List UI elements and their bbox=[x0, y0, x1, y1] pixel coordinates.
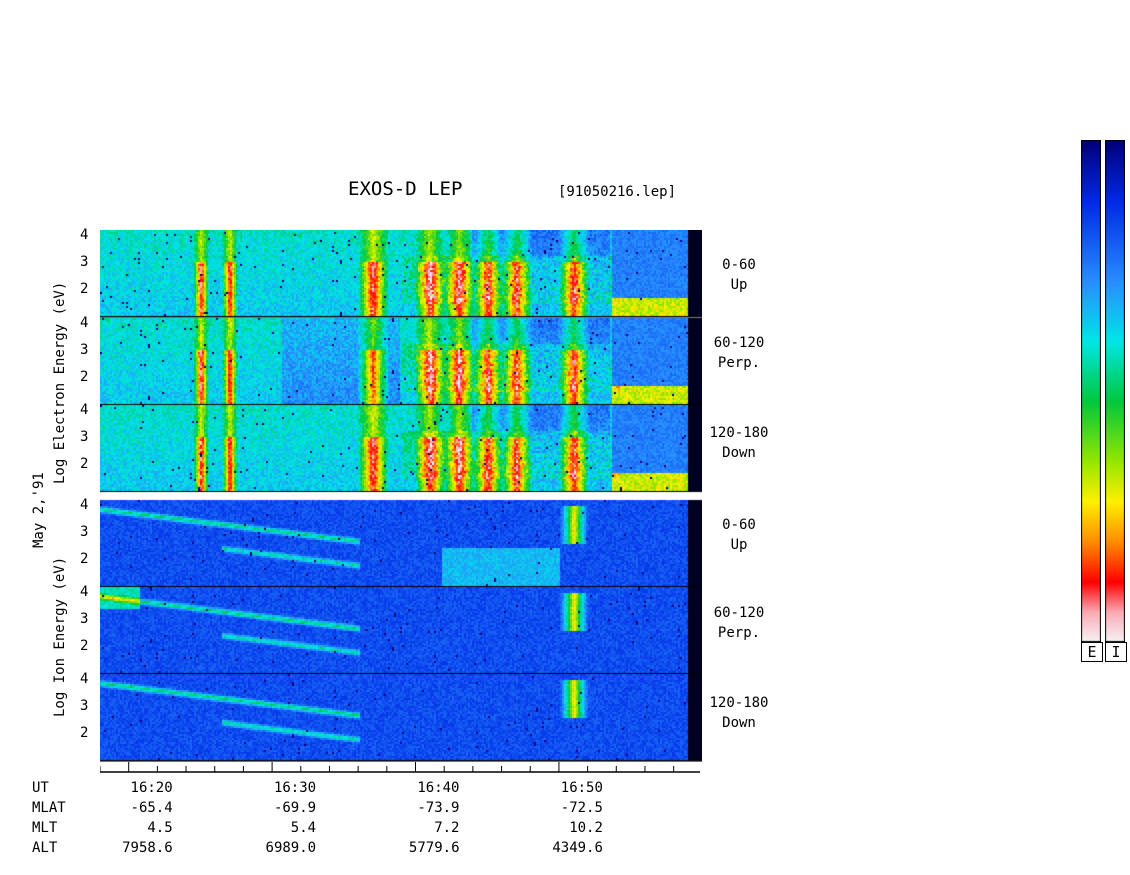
time-axis bbox=[100, 762, 700, 773]
info-row-value: 7.2 bbox=[434, 820, 460, 836]
pitch-direction: Perp. bbox=[717, 355, 761, 371]
pitch-angle-label: 120-180 Down bbox=[699, 423, 779, 463]
info-row-value: -72.5 bbox=[560, 800, 603, 816]
info-row-value: 5.4 bbox=[290, 820, 317, 836]
info-row-value: -65.4 bbox=[130, 800, 173, 816]
electron-color-scale bbox=[1081, 140, 1101, 642]
pitch-direction: Perp. bbox=[717, 625, 761, 641]
info-row-label: MLAT bbox=[32, 800, 66, 816]
y-tick-label: 4 bbox=[80, 402, 89, 418]
info-row-value: 16:20 bbox=[130, 780, 173, 796]
electron-y-axis-label: Log Electron Energy (eV) bbox=[52, 281, 68, 484]
info-row-label: MLT bbox=[32, 820, 58, 836]
pitch-range: 120-180 bbox=[709, 695, 769, 711]
pitch-direction: Down bbox=[722, 715, 756, 731]
pitch-direction: Up bbox=[730, 537, 748, 553]
pitch-angle-label: 0-60 Up bbox=[699, 255, 779, 295]
y-tick-label: 2 bbox=[80, 456, 89, 472]
y-tick-label: 2 bbox=[80, 725, 89, 741]
info-row-value: -69.9 bbox=[273, 800, 317, 816]
info-row-value: 16:40 bbox=[417, 780, 460, 796]
y-tick-label: 3 bbox=[80, 254, 89, 270]
y-tick-label: 4 bbox=[80, 497, 89, 513]
colorbar-label-e: E bbox=[1081, 642, 1103, 662]
pitch-range: 120-180 bbox=[709, 425, 769, 441]
y-tick-label: 4 bbox=[80, 671, 89, 687]
spectrogram-panels bbox=[100, 230, 702, 762]
pitch-range: 60-120 bbox=[713, 335, 765, 351]
ion-y-axis-label: Log Ion Energy (eV) bbox=[52, 556, 68, 717]
pitch-range: 60-120 bbox=[713, 605, 765, 621]
info-row-value: -73.9 bbox=[417, 800, 460, 816]
ion-color-scale bbox=[1105, 140, 1125, 642]
y-tick-label: 2 bbox=[80, 369, 89, 385]
info-row-value: 4349.6 bbox=[552, 840, 603, 856]
info-row-value: 10.2 bbox=[569, 820, 603, 836]
chart-title: EXOS-D LEP bbox=[348, 178, 463, 200]
pitch-angle-label: 60-120 Perp. bbox=[699, 603, 779, 643]
pitch-range: 0-60 bbox=[722, 517, 756, 533]
info-row-value: 4.5 bbox=[147, 820, 173, 836]
file-name: [91050216.lep] bbox=[558, 184, 677, 200]
info-row-value: 16:30 bbox=[273, 780, 317, 796]
y-tick-label: 3 bbox=[80, 429, 89, 445]
pitch-angle-label: 120-180 Down bbox=[699, 693, 779, 733]
y-tick-label: 3 bbox=[80, 524, 89, 540]
pitch-direction: Up bbox=[730, 277, 748, 293]
y-tick-label: 2 bbox=[80, 281, 89, 297]
y-tick-label: 3 bbox=[80, 342, 89, 358]
info-row-value: 7958.6 bbox=[122, 840, 173, 856]
info-row-value: 5779.6 bbox=[408, 840, 460, 856]
y-tick-label: 4 bbox=[80, 584, 89, 600]
info-row-label: ALT bbox=[32, 840, 58, 856]
y-tick-label: 2 bbox=[80, 551, 89, 567]
pitch-angle-label: 60-120 Perp. bbox=[699, 333, 779, 373]
info-row-value: 16:50 bbox=[560, 780, 603, 796]
y-tick-label: 4 bbox=[80, 227, 89, 243]
info-row-value: 6989.0 bbox=[265, 840, 317, 856]
pitch-direction: Down bbox=[722, 445, 756, 461]
pitch-range: 0-60 bbox=[722, 257, 756, 273]
y-tick-label: 2 bbox=[80, 638, 89, 654]
info-row-label: UT bbox=[32, 780, 49, 796]
pitch-angle-label: 0-60 Up bbox=[699, 515, 779, 555]
y-tick-label: 3 bbox=[80, 611, 89, 627]
colorbar-label-i: I bbox=[1105, 642, 1127, 662]
y-tick-label: 4 bbox=[80, 315, 89, 331]
date-label: May 2,'91 bbox=[31, 472, 47, 548]
y-tick-label: 3 bbox=[80, 698, 89, 714]
